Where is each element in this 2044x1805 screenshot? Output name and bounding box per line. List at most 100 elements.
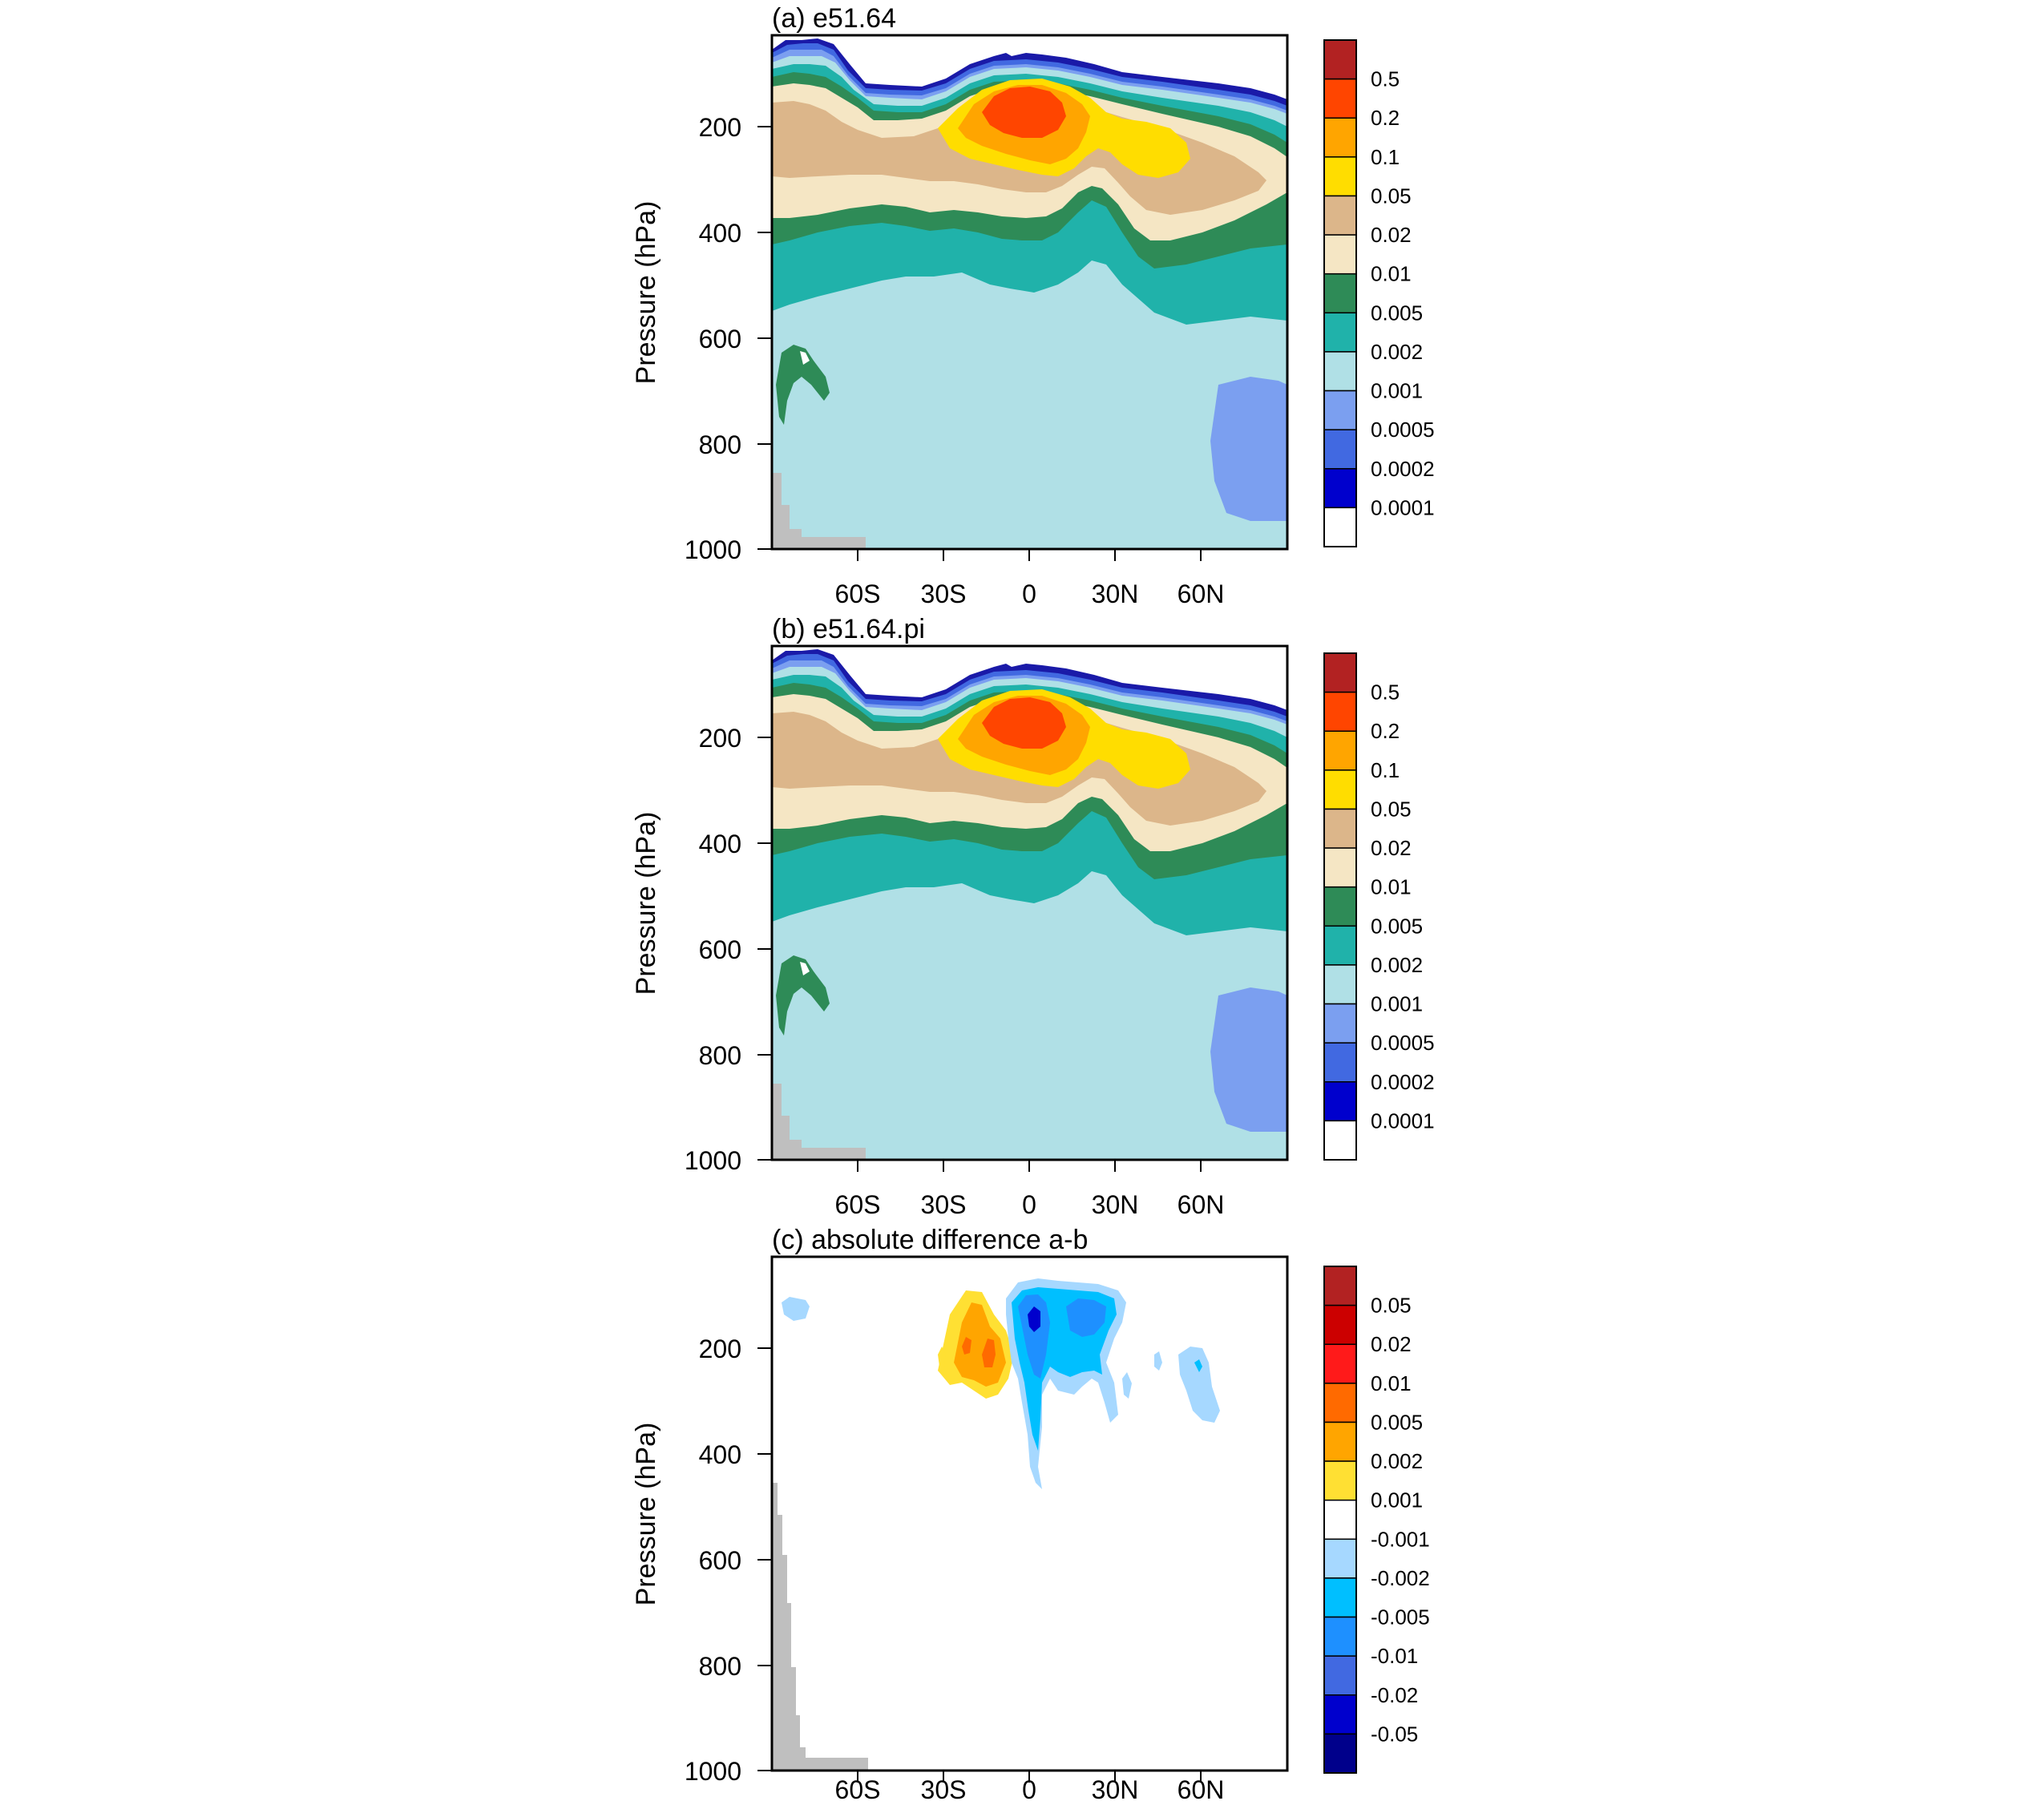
colorbar-swatch [1323,1042,1357,1083]
ytick-label-1000: 1000 [685,1146,741,1175]
panel-a-xaxis: 60S 30S 0 30N 60N [835,549,1225,608]
diff-fill-neg-0.02 [1028,1306,1040,1332]
colorbar-label: 0.05 [1371,184,1412,208]
colorbar-swatch [1323,195,1357,236]
colorbar-swatch [1323,1577,1357,1618]
xtick-label-60S: 60S [835,1775,881,1804]
topography-mask [772,1084,866,1160]
colorbar-swatch [1323,1383,1357,1423]
colorbar-swatch [1323,1616,1357,1657]
topography-mask [772,1483,868,1771]
ytick-label-400: 400 [699,830,741,858]
diff-fill-neg-nh-4 [1122,1372,1132,1399]
colorbar-label: 0.0002 [1371,1070,1435,1094]
colorbar-swatch [1323,1733,1357,1774]
xtick-label-0: 0 [1022,579,1036,608]
colorbar-swatch [1323,964,1357,1005]
xtick-label-60S: 60S [835,579,881,608]
colorbar-swatch [1323,507,1357,547]
panel-b-contours [772,649,1287,1160]
sh-polar-green-blob [776,955,830,1036]
colorbar-swatch [1323,1694,1357,1735]
panel-b-title: (b) e51.64.pi [772,614,925,644]
xtick-label-30S: 30S [921,1775,967,1804]
diff-fill-neg-0.005-b [1066,1298,1106,1337]
xtick-label-60N: 60N [1178,579,1225,608]
panel-b-plot-area [772,649,1287,1160]
colorbar-swatch [1323,925,1357,966]
colorbar-label: 0.2 [1371,719,1400,743]
colorbar-label: -0.02 [1371,1683,1418,1707]
panel-b-ylabel: Pressure (hPa) [631,812,661,995]
ytick-label-800: 800 [699,1652,741,1681]
panel-c: (c) absolute difference a-b [631,1225,1430,1804]
panel-b: (b) e51.64.pi [631,614,1435,1219]
colorbar-label: 0.1 [1371,145,1400,169]
panel-c-title: (c) absolute difference a-b [772,1225,1088,1255]
colorbar-label: 0.001 [1371,1488,1423,1512]
xtick-label-30N: 30N [1092,1775,1139,1804]
colorbar-label: 0.2 [1371,106,1400,130]
panel-c-colorbar: 0.05 0.02 0.01 0.005 0.002 0.001 -0.001 -0.002 -… [1323,1266,1430,1774]
diff-fill-pos-0.005 [982,1339,996,1367]
colorbar-label: 0.0002 [1371,457,1435,481]
colorbar-swatch [1323,730,1357,771]
diff-fill-neg-nh-3 [1154,1351,1162,1371]
colorbar-swatch [1323,1304,1357,1345]
colorbar-frame [1323,39,1357,547]
ytick-label-800: 800 [699,430,741,459]
nh-high-lat-blue-blob [1210,987,1287,1132]
colorbar-swatch [1323,156,1357,197]
colorbar-swatch [1323,39,1357,80]
colorbar-swatch [1323,808,1357,849]
colorbar-swatch [1323,1081,1357,1122]
contour-fill-0.2 [982,87,1066,138]
sh-polar-green-blob [776,345,830,425]
colorbar-swatch [1323,886,1357,927]
diff-fill-pos-0.005-b [962,1337,972,1355]
ytick-label-400: 400 [699,219,741,248]
panel-a-yaxis: 200 400 600 800 1000 Pressure (hPa) [631,113,772,564]
colorbar-swatch [1323,1655,1357,1696]
colorbar-swatch [1323,691,1357,732]
diff-fill-neg-nh-2 [1194,1359,1202,1372]
xtick-label-60N: 60N [1178,1775,1225,1804]
panel-a-contours [772,38,1287,549]
colorbar-swatch [1323,769,1357,810]
colorbar-swatch [1323,390,1357,430]
colorbar-label: 0.0001 [1371,1108,1435,1133]
sh-polar-light-blob [800,962,810,975]
ytick-label-800: 800 [699,1041,741,1070]
ytick-label-1000: 1000 [685,535,741,564]
panel-b-xaxis: 60S 30S 0 30N 60N [835,1160,1224,1219]
colorbar-label: 0.02 [1371,223,1412,247]
colorbar-label: 0.1 [1371,758,1400,782]
ytick-label-400: 400 [699,1440,741,1469]
panel-c-yaxis: 200 400 600 800 1000 Pressure (hPa) [631,1335,772,1786]
colorbar-frame [1323,1266,1357,1774]
panel-c-xaxis: 60S 30S 0 30N 60N [835,1771,1225,1804]
colorbar-swatch [1323,652,1357,693]
panel-a-plot-area [772,38,1287,549]
ytick-label-600: 600 [699,935,741,964]
ytick-label-200: 200 [699,724,741,753]
colorbar-swatch [1323,234,1357,275]
colorbar-label: 0.005 [1371,1410,1423,1434]
colorbar-label: 0.002 [1371,953,1423,977]
colorbar-swatch [1323,1538,1357,1579]
colorbar-label: 0.001 [1371,992,1423,1016]
ytick-label-1000: 1000 [685,1757,741,1786]
colorbar-label: 0.05 [1371,1294,1412,1318]
ytick-label-600: 600 [699,1546,741,1575]
colorbar-label: 0.05 [1371,797,1412,821]
colorbar-swatch [1323,468,1357,509]
panel-c-contours [772,1278,1220,1771]
colorbar-swatch [1323,312,1357,353]
colorbar-swatch [1323,1003,1357,1044]
colorbar-label: 0.01 [1371,262,1412,286]
xtick-label-30N: 30N [1092,579,1139,608]
colorbar-label: 0.005 [1371,914,1423,938]
colorbar-swatch [1323,1460,1357,1501]
xtick-label-30S: 30S [921,579,967,608]
nh-high-lat-blue-blob [1210,377,1287,521]
